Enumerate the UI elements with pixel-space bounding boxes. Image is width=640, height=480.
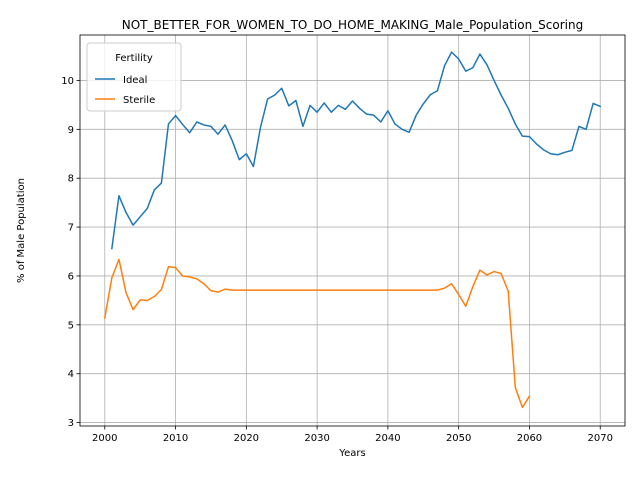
y-tick-label: 4	[68, 369, 74, 380]
legend-box	[86, 42, 182, 112]
series-layer	[103, 51, 602, 409]
x-axis-label: Years	[338, 448, 365, 459]
y-tick-label: 5	[68, 320, 74, 331]
x-tick-label: 2000	[92, 433, 117, 444]
series-line-ideal	[111, 51, 602, 250]
legend-title: Fertility	[115, 53, 153, 64]
x-tick-label: 2030	[304, 433, 329, 444]
y-tick-label: 3	[68, 418, 74, 429]
ticks: 2000 2010 2020 2030 2040 2050 2060 2070 3 4 5 6 7 8 9 1…	[61, 76, 613, 444]
legend-label-ideal: Ideal	[123, 75, 147, 86]
y-tick-label: 9	[68, 125, 74, 136]
x-tick-label: 2060	[517, 433, 542, 444]
y-axis-label: % of Male Population	[16, 178, 27, 283]
legend-items: Ideal Sterile	[95, 75, 155, 106]
x-tick-label: 2040	[375, 433, 400, 444]
x-tick-label: 2050	[446, 433, 471, 444]
legend-label-sterile: Sterile	[123, 95, 155, 106]
x-tick-label: 2010	[163, 433, 188, 444]
y-tick-label: 8	[68, 174, 74, 185]
y-tick-label: 7	[68, 223, 74, 234]
series-line-sterile	[103, 258, 531, 409]
grid	[80, 35, 625, 426]
y-tick-label: 6	[68, 271, 74, 282]
chart-title: NOT_BETTER_FOR_WOMEN_TO_DO_HOME_MAKING_M…	[122, 18, 583, 32]
axes-frame	[79, 34, 626, 427]
y-tick-label: 10	[61, 76, 74, 87]
legend: Fertility Ideal Sterile	[86, 42, 182, 112]
x-tick-label: 2070	[588, 433, 613, 444]
x-tick-label: 2020	[234, 433, 259, 444]
